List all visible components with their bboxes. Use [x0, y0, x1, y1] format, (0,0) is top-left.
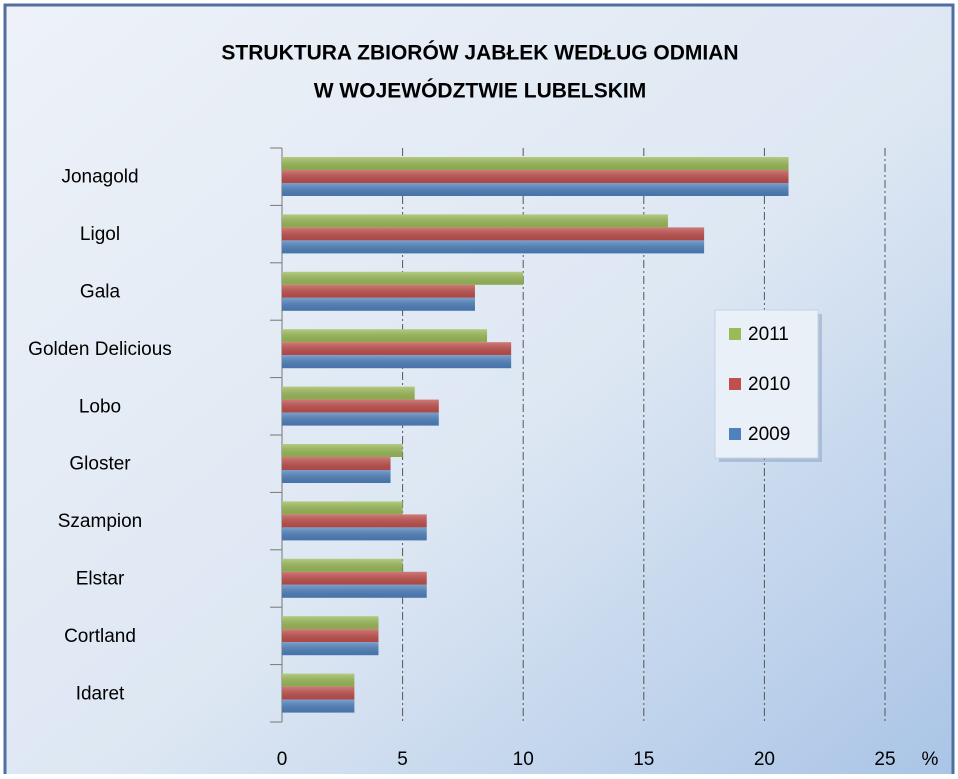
x-tick-label: 25 — [874, 749, 895, 770]
x-tick-label: 5 — [397, 749, 408, 770]
chart-title: STRUKTURA ZBIORÓW JABŁEK WEDŁUG ODMIAN — [221, 41, 738, 65]
bar-shade — [282, 355, 512, 369]
legend-label: 2009 — [748, 424, 790, 445]
x-tick-label: 20 — [754, 749, 775, 770]
y-tick-label: Jonagold — [61, 167, 138, 188]
y-tick-label: Idaret — [76, 683, 125, 704]
bar-shade — [282, 527, 427, 541]
bar-shade — [282, 386, 415, 400]
bar-shade — [282, 457, 391, 470]
bar-shade — [282, 571, 427, 585]
legend-swatch — [729, 428, 741, 440]
legend-swatch — [729, 378, 741, 390]
bar-shade — [282, 214, 668, 228]
bar-shade — [282, 470, 391, 483]
bar-shade — [282, 342, 512, 356]
x-tick-label: 10 — [513, 749, 534, 770]
y-tick-label: Ligol — [80, 224, 120, 245]
bar-shade — [282, 514, 427, 528]
x-axis-label: % — [922, 749, 939, 770]
legend-swatch — [729, 328, 741, 340]
bar-shade — [282, 412, 439, 426]
legend-label: 2011 — [748, 324, 789, 345]
chart-title: W WOJEWÓDZTWIE LUBELSKIM — [314, 79, 646, 103]
bar-shade — [282, 558, 403, 572]
bar-shade — [282, 686, 355, 700]
y-tick-label: Gloster — [69, 454, 131, 475]
bar-shade — [282, 297, 475, 311]
bar-shade — [282, 227, 705, 241]
bar-shade — [282, 584, 427, 598]
x-tick-label: 0 — [277, 749, 288, 770]
bar-shade — [282, 642, 379, 656]
y-tick-label: Szampion — [58, 511, 143, 532]
bar-shade — [282, 699, 355, 713]
bar-shade — [282, 399, 439, 413]
x-tick-label: 15 — [633, 749, 654, 770]
bar-shade — [282, 157, 789, 170]
bar-shade — [282, 170, 789, 183]
y-tick-label: Elstar — [76, 569, 125, 590]
bar-shade — [282, 616, 379, 630]
legend-label: 2010 — [748, 374, 790, 395]
bar-shade — [282, 501, 403, 515]
bar-shade — [282, 271, 524, 285]
bar-shade — [282, 240, 705, 254]
bar-shade — [282, 183, 789, 196]
y-tick-label: Lobo — [79, 396, 121, 417]
y-tick-label: Golden Delicious — [28, 339, 172, 360]
y-tick-label: Gala — [80, 282, 121, 303]
bar-shade — [282, 329, 488, 343]
bar-shade — [282, 284, 475, 298]
bar-shade — [282, 629, 379, 643]
bar-shade — [282, 673, 355, 687]
bar-shade — [282, 444, 403, 457]
y-tick-label: Cortland — [64, 626, 136, 647]
